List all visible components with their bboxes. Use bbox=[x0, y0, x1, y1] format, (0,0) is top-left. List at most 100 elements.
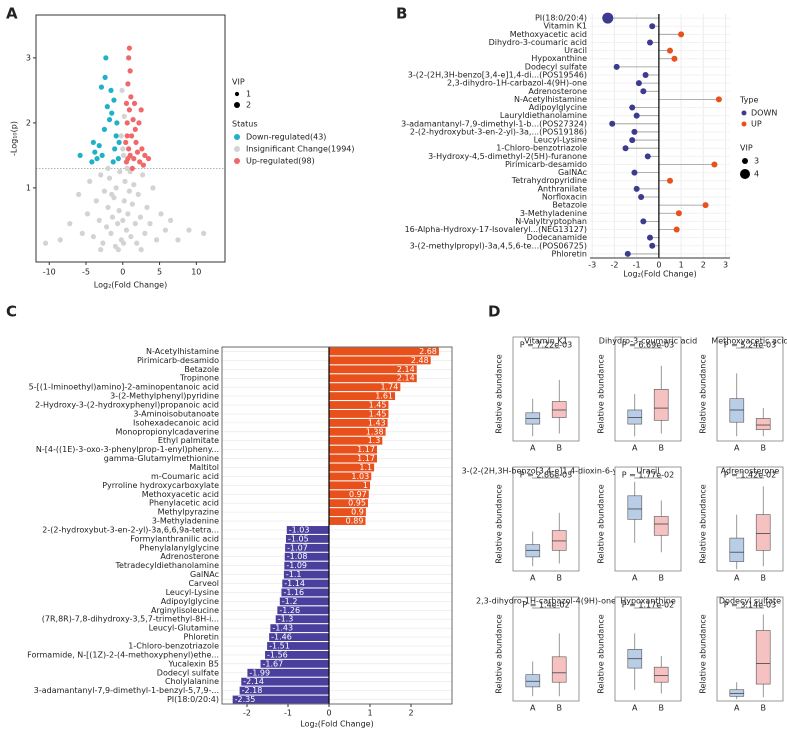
bar bbox=[329, 508, 366, 517]
legend-title: Status bbox=[232, 120, 258, 129]
point bbox=[120, 217, 126, 223]
x-tick-label: 10 bbox=[191, 268, 201, 277]
point bbox=[150, 185, 156, 191]
value-label: -1.14 bbox=[284, 579, 305, 588]
box-panel bbox=[512, 596, 580, 702]
point bbox=[132, 221, 138, 227]
point bbox=[115, 221, 121, 227]
box-panel bbox=[716, 336, 784, 442]
x-tick-label: -3 bbox=[588, 261, 596, 270]
bar bbox=[329, 463, 375, 472]
y-tick-label: Arginylisoleucine bbox=[151, 606, 219, 615]
point bbox=[116, 139, 122, 145]
value-label: 0.97 bbox=[349, 490, 367, 499]
point bbox=[109, 110, 115, 116]
legend-marker bbox=[234, 158, 240, 164]
legend-label: 1 bbox=[246, 90, 251, 99]
point bbox=[98, 84, 105, 90]
legend-label: Insignificant Change(1994) bbox=[246, 145, 355, 154]
value-label: -1.2 bbox=[282, 597, 298, 606]
y-tick-label: 1-Chloro-benzotriazole bbox=[496, 144, 587, 153]
point bbox=[77, 152, 83, 158]
dot bbox=[649, 242, 656, 249]
legend-marker bbox=[234, 134, 240, 140]
dot bbox=[647, 39, 653, 46]
point bbox=[144, 204, 150, 210]
dot bbox=[678, 31, 685, 38]
dot bbox=[622, 145, 629, 152]
y-tick-label: Ethyl palmitate bbox=[158, 436, 219, 445]
bar bbox=[279, 597, 330, 606]
y-tick-label: Leucyl-Glutamine bbox=[149, 624, 219, 633]
x-axis-label: Log₂(Fold Change) bbox=[623, 270, 696, 279]
value-label: -1.1 bbox=[286, 570, 302, 579]
y-tick-label: 3-Aminoisobutanoate bbox=[133, 409, 219, 418]
point bbox=[131, 100, 138, 106]
y-tick-label: N-Acetylhistamine bbox=[514, 95, 587, 104]
box bbox=[755, 418, 771, 431]
y-tick-label: Methoxyacetic acid bbox=[142, 490, 219, 499]
value-label: -1.3 bbox=[278, 615, 294, 624]
value-label: 1.45 bbox=[369, 401, 387, 410]
box-panel bbox=[614, 466, 682, 572]
y-tick-label: 3-Methyladenine bbox=[152, 517, 219, 526]
point bbox=[105, 165, 111, 171]
box-panel bbox=[614, 596, 682, 702]
y-axis-label: Relative abundance bbox=[495, 614, 504, 693]
point bbox=[129, 133, 135, 139]
box bbox=[729, 689, 745, 697]
point bbox=[98, 172, 104, 178]
legend-label: DOWN bbox=[751, 109, 777, 118]
x-tick-label: 3 bbox=[723, 261, 728, 270]
p-value: P = 1.4e-02 bbox=[522, 601, 569, 610]
point bbox=[130, 117, 136, 123]
y-tick-label: GalNAc bbox=[190, 570, 219, 579]
point bbox=[158, 211, 164, 217]
point bbox=[106, 175, 113, 181]
point bbox=[129, 165, 135, 171]
box bbox=[551, 656, 567, 683]
y-tick-label: m-Coumaric acid bbox=[151, 472, 219, 481]
legend-label: Down-regulated(43) bbox=[246, 133, 326, 142]
y-tick-label: Cholylalanine bbox=[165, 677, 219, 686]
y-tick-label: 1-Chloro-benzotriazole bbox=[128, 641, 219, 650]
y-tick-label: Tropinone bbox=[179, 374, 219, 383]
panel-title: 2,3-dihydro-1H-carbazol-4(9H)-one bbox=[476, 597, 616, 606]
y-tick-label: Dodecyl sulfate bbox=[157, 668, 219, 677]
p-value: P = 3.14e-03 bbox=[724, 601, 776, 610]
point bbox=[201, 230, 207, 236]
value-label: 0.89 bbox=[346, 517, 364, 526]
value-label: -1.51 bbox=[269, 641, 290, 650]
point bbox=[76, 191, 82, 197]
point bbox=[120, 146, 126, 152]
point bbox=[105, 204, 111, 210]
legend-size bbox=[234, 91, 240, 97]
box-panel bbox=[716, 466, 784, 572]
value-label: 2.14 bbox=[397, 374, 415, 383]
x-tick-label: B bbox=[556, 444, 562, 453]
value-label: -1.08 bbox=[287, 552, 308, 561]
point bbox=[138, 107, 144, 113]
dot bbox=[647, 234, 653, 241]
y-tick-label: 3-adamantanyl-7,9-dimethyl-1-b...(POS273… bbox=[401, 119, 587, 128]
dot bbox=[635, 80, 642, 87]
y-tick-label: N-Acetylhistamine bbox=[146, 347, 219, 356]
panel-label: A bbox=[6, 5, 18, 23]
point bbox=[134, 149, 141, 155]
point bbox=[90, 139, 96, 145]
dot bbox=[644, 153, 651, 160]
y-tick-label: PI(18:0/20:4) bbox=[167, 695, 219, 704]
y-tick-label: Adrenosterone bbox=[528, 87, 587, 96]
y-tick-label: Lauryldiethanolamine bbox=[500, 111, 587, 120]
y-axis-label: Relative abundance bbox=[495, 484, 504, 563]
value-label: -1.46 bbox=[271, 633, 292, 642]
bar bbox=[329, 499, 368, 508]
dot bbox=[711, 161, 718, 168]
value-label: 1.74 bbox=[381, 383, 399, 392]
x-tick-label: B bbox=[658, 444, 664, 453]
x-tick-label: B bbox=[760, 704, 766, 713]
y-axis-label: Relative abundance bbox=[699, 354, 708, 433]
dot bbox=[633, 185, 640, 192]
x-tick-label: B bbox=[556, 704, 562, 713]
